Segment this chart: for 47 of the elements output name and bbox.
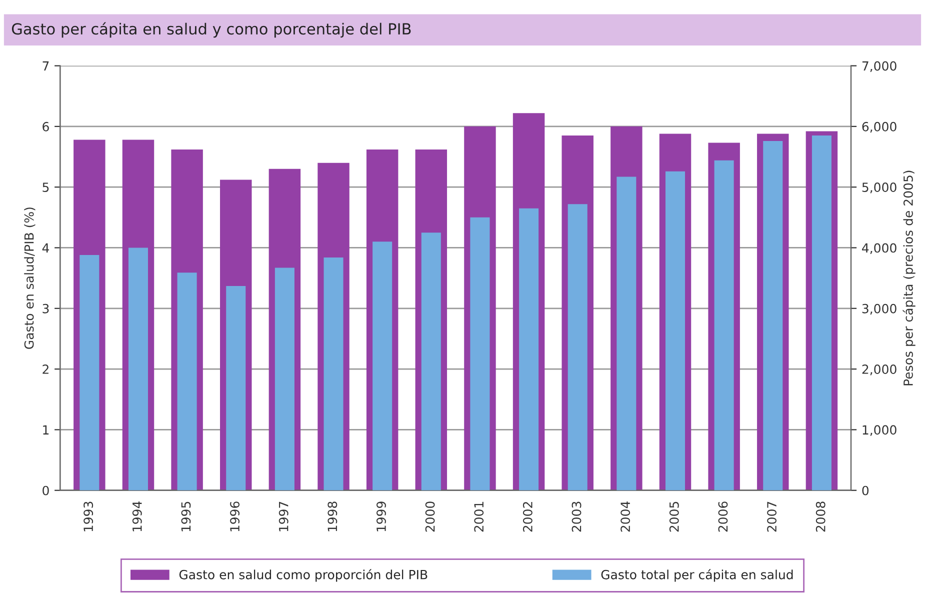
bar: [226, 286, 246, 490]
x-tick-label: 1993: [84, 502, 94, 532]
y-tick-label: 2: [42, 364, 48, 374]
x-tick-label: 2002: [522, 502, 532, 532]
y2-tick-label: 7,000: [862, 61, 896, 72]
y-tick-label: 0: [42, 486, 49, 496]
bar: [128, 248, 148, 490]
legend-label: Gasto en salud como proporción del PIB: [179, 569, 428, 582]
y2-tick-label: 1,000: [862, 425, 896, 436]
x-tick-label: 2007: [767, 502, 777, 532]
y2-tick-label: 5,000: [862, 182, 896, 194]
x-tick-label: 2006: [718, 502, 728, 532]
bar: [372, 242, 392, 490]
x-tick-label: 2001: [474, 502, 484, 532]
y-tick-label: 6: [42, 122, 49, 132]
y2-tick-label: 2,000: [862, 364, 896, 376]
bar: [470, 217, 490, 490]
chart-title: Gasto per cápita en salud y como porcentaje del PIB: [12, 22, 411, 38]
bar: [80, 255, 100, 490]
y2-tick-label: 4,000: [862, 243, 896, 254]
x-tick-label: 2003: [572, 502, 582, 532]
x-tick-label: 1994: [132, 501, 142, 532]
x-tick-label: 2004: [620, 501, 630, 532]
y-tick-label: 3: [42, 304, 49, 314]
x-tick-label: 1999: [376, 502, 386, 532]
legend-label: Gasto total per cápita en salud: [601, 569, 793, 582]
x-tick-label: 2005: [669, 502, 679, 532]
x-tick-label: 1997: [278, 502, 288, 532]
bar: [274, 268, 294, 490]
y2-axis-title: Pesos per cápita (precios de 2005): [902, 170, 916, 386]
y-axis-title: Gasto en salud/PIB (%): [24, 208, 36, 349]
x-tick-label: 1995: [181, 502, 191, 532]
bar: [324, 257, 344, 490]
x-tick-label: 1996: [230, 502, 240, 532]
x-tick-label: 1998: [328, 502, 338, 532]
bar: [519, 208, 539, 490]
x-tick-label: 2000: [425, 502, 435, 532]
y-tick-label: 1: [43, 425, 49, 434]
y-tick-label: 5: [42, 182, 49, 192]
y-tick-label: 4: [42, 243, 50, 252]
y2-tick-label: 0: [862, 486, 869, 496]
y-tick-label: 7: [42, 61, 49, 71]
bar: [421, 232, 441, 490]
bar: [177, 272, 197, 490]
y2-tick-label: 3,000: [862, 304, 896, 315]
y2-tick-label: 6,000: [862, 122, 896, 133]
x-tick-label: 2008: [816, 502, 826, 532]
